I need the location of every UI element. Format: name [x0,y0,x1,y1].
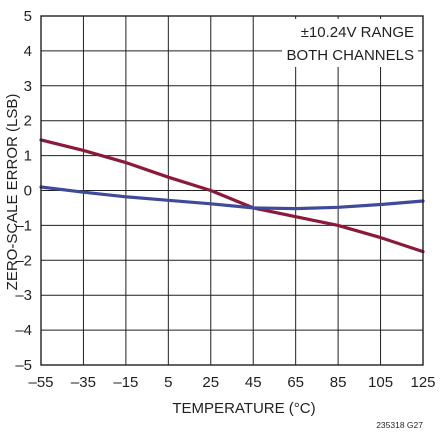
x-tick-label: –15 [113,374,138,391]
grid [40,15,424,366]
plot-frame [40,15,424,366]
y-tick-label: –5 [15,357,32,374]
x-tick-label: –35 [71,374,96,391]
x-tick-labels: –55 –35 –15 5 25 45 65 85 105 125 [28,374,435,391]
y-tick-label: –3 [15,287,32,304]
y-tick-label: –4 [15,322,32,339]
x-tick-label: 45 [245,374,262,391]
x-tick-label: 65 [287,374,304,391]
annotation-background [282,19,418,67]
x-axis-title: TEMPERATURE (°C) [172,400,315,417]
x-tick-label: 105 [368,374,393,391]
series-lines [39,138,425,254]
y-axis-title: ZERO-SCALE ERROR (LSB) [4,94,21,291]
y-tick-label: 2 [24,113,32,130]
x-tick-label: 5 [164,374,172,391]
series-line-2 [39,185,425,211]
figure-id: 235318 G27 [376,420,423,430]
x-tick-label: 85 [330,374,347,391]
y-tick-labels: 5 4 3 2 1 0 –1 –2 –3 –4 –5 [15,8,32,374]
y-tick-label: 4 [24,43,32,60]
y-tick-label: –2 [15,252,32,269]
y-tick-label: –1 [15,217,32,234]
series-line-1 [39,138,425,254]
y-tick-label: 1 [24,148,32,165]
y-tick-label: 0 [24,183,32,200]
annotation-channels: BOTH CHANNELS [286,47,414,64]
y-tick-label: 3 [24,78,32,95]
x-tick-label: 25 [202,374,219,391]
x-tick-label: 125 [410,374,435,391]
x-tick-label: –55 [28,374,53,391]
annotation-range: ±10.24V RANGE [301,24,414,41]
y-tick-label: 5 [24,8,32,25]
